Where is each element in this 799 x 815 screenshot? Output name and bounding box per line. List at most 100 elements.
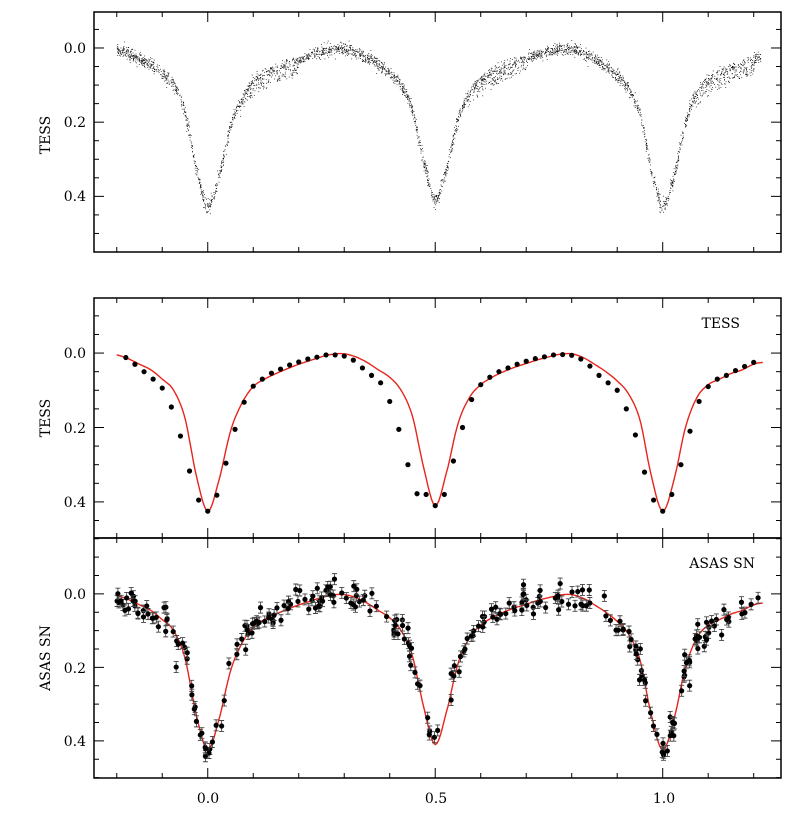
tess-raw-point (460, 116, 462, 117)
tess-raw-point (325, 49, 327, 51)
tess-raw-point (463, 106, 465, 108)
tess-raw-point (508, 64, 509, 66)
tess-raw-point (376, 63, 378, 65)
tess-raw-point (314, 55, 316, 57)
tess-raw-point (274, 78, 275, 80)
tess-raw-point (192, 145, 194, 147)
tess-raw-point (123, 52, 124, 54)
tess-raw-point (646, 139, 647, 141)
tess-raw-point (179, 95, 181, 97)
tess-raw-point (148, 61, 149, 63)
tess-raw-point (548, 47, 549, 48)
tess-raw-point (522, 61, 524, 63)
tess-raw-point (524, 69, 526, 70)
tess-raw-point (718, 78, 720, 80)
asassn-point (583, 603, 589, 609)
tess-raw-point (634, 101, 635, 102)
tess-raw-point (646, 143, 648, 145)
tess-raw-point (699, 92, 701, 94)
tess-raw-point (457, 119, 458, 121)
tess-raw-point (162, 75, 164, 77)
tess-raw-point (359, 55, 361, 57)
tess-raw-point (176, 86, 178, 88)
tess-raw-point (171, 82, 173, 84)
x-tick-label: 0.0 (197, 791, 219, 807)
tess-raw-point (553, 53, 555, 55)
tess-raw-point (646, 142, 647, 144)
tess-raw-point (467, 106, 469, 108)
tess-raw-point (473, 84, 474, 86)
tess-raw-point (473, 99, 474, 101)
tess-raw-point (667, 196, 669, 197)
tess-raw-point (721, 84, 723, 85)
tess-raw-point (704, 80, 705, 81)
tess-raw-point (642, 125, 644, 126)
tess-raw-point (695, 92, 697, 93)
tess-raw-point (626, 82, 628, 84)
tess-raw-point (527, 65, 528, 66)
tess-raw-point (697, 97, 698, 98)
tess-raw-point (368, 55, 369, 57)
tess-raw-point (158, 72, 160, 73)
asassn-point (343, 595, 349, 601)
tess-raw-point (687, 119, 688, 121)
tess-raw-point (463, 98, 465, 100)
tess-raw-point (314, 49, 315, 51)
tess-raw-point (682, 137, 684, 138)
tess-raw-point (411, 109, 413, 111)
tess-raw-point (126, 49, 128, 51)
tess-raw-point (469, 101, 471, 102)
asassn-point (537, 598, 543, 605)
tess-raw-point (334, 53, 335, 55)
tess-raw-point (626, 88, 628, 90)
tess-raw-point (482, 89, 484, 91)
tess-raw-point (714, 78, 715, 79)
tess-raw-point (608, 67, 610, 68)
tess-raw-point (135, 57, 137, 59)
tess-raw-point (439, 189, 440, 191)
tess-binned-point (396, 426, 402, 432)
tess-raw-point (462, 105, 463, 106)
tess-raw-point (678, 142, 680, 144)
tess-raw-point (715, 86, 717, 88)
tess-raw-point (404, 92, 405, 94)
tess-raw-point (410, 110, 412, 112)
tess-raw-point (531, 61, 533, 62)
tess-raw-point (250, 92, 251, 94)
tess-raw-point (136, 62, 137, 64)
tess-raw-point (650, 164, 651, 166)
tess-raw-point (706, 82, 708, 84)
tess-raw-point (376, 62, 378, 64)
asassn-point (654, 731, 660, 737)
tess-raw-point (635, 101, 637, 102)
y-tick-label: 0.4 (64, 189, 86, 205)
tess-raw-point (742, 61, 743, 63)
tess-raw-point (164, 77, 166, 79)
tess-raw-point (653, 182, 655, 184)
tess-raw-point (269, 75, 271, 77)
tess-raw-point (732, 69, 734, 71)
tess-raw-point (399, 82, 401, 83)
tess-raw-point (376, 65, 378, 67)
tess-raw-point (199, 179, 201, 180)
asassn-point (448, 697, 454, 703)
tess-raw-point (723, 74, 725, 76)
tess-raw-point (462, 108, 463, 109)
tess-raw-point (129, 55, 130, 57)
tess-raw-point (534, 58, 536, 60)
tess-raw-point (342, 50, 344, 51)
tess-raw-point (633, 105, 635, 107)
tess-raw-point (454, 133, 456, 135)
tess-raw-point (124, 52, 125, 53)
tess-raw-point (200, 185, 202, 186)
tess-raw-point (314, 53, 316, 55)
tess-raw-point (433, 197, 435, 199)
tess-raw-point (592, 57, 593, 59)
tess-raw-point (711, 78, 713, 80)
tess-raw-point (385, 73, 387, 75)
tess-raw-point (283, 64, 284, 66)
asassn-point (575, 588, 581, 595)
tess-raw-point (382, 67, 384, 69)
tess-raw-point (480, 78, 482, 80)
tess-raw-point (317, 48, 319, 50)
